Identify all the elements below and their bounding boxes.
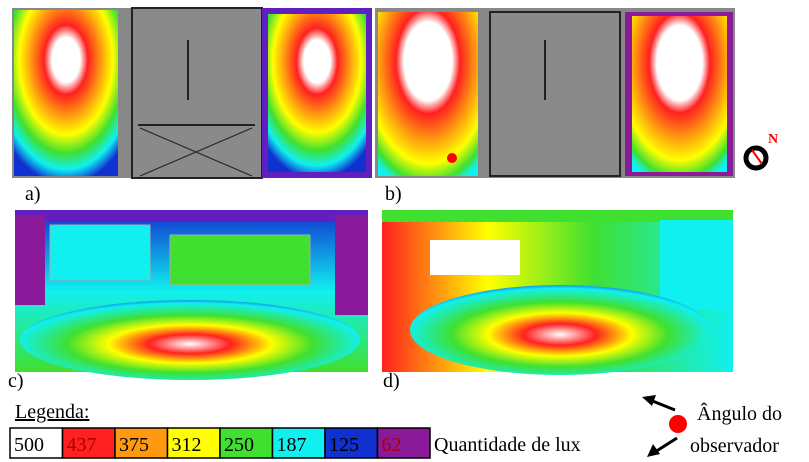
legend-unit: Quantidade de lux (434, 434, 581, 456)
figure-canvas: N a) b) c) d) Legenda: 500 437 375 312 250 18… (0, 0, 809, 462)
legend: 500 437 375 312 250 187 125 62 (10, 428, 430, 458)
legend-value: 500 (14, 434, 44, 456)
legend-value: 62 (382, 434, 402, 456)
legend-value: 437 (67, 434, 97, 456)
panel-label: a) (25, 183, 41, 205)
observer-label: Ângulo do (697, 402, 782, 425)
panel-d-image (382, 210, 733, 375)
panel-c-image (15, 210, 368, 380)
legend-value: 375 (119, 434, 149, 456)
observer-label: observador (690, 435, 779, 457)
compass: N (746, 132, 778, 168)
legend-value: 125 (329, 434, 359, 456)
legend-value: 187 (277, 434, 307, 456)
legend-value: 312 (172, 434, 202, 456)
panel-label: d) (383, 370, 400, 392)
figure: N a) b) c) d) Legenda: 500 437 375 312 250 18… (0, 0, 809, 462)
legend-title: Legenda: (15, 401, 89, 423)
legend-value: 250 (224, 434, 254, 456)
compass-label: N (768, 132, 778, 147)
observer-icon (642, 395, 687, 457)
panel-b-image (375, 8, 735, 178)
panel-a-center (14, 8, 372, 178)
panel-label: c) (8, 370, 24, 392)
panel-label: b) (385, 183, 402, 205)
